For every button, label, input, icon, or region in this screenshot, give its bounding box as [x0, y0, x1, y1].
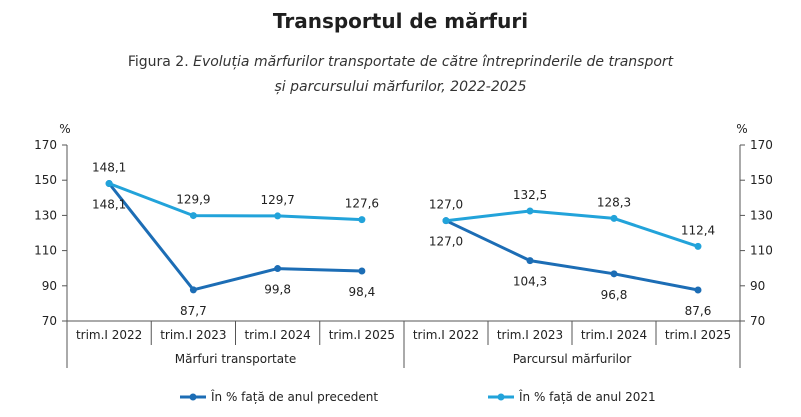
data-label: 127,6	[345, 197, 379, 211]
data-label: 104,3	[513, 275, 547, 289]
y-tick-label-left: 70	[42, 314, 57, 328]
y-tick-label-right: 90	[750, 279, 765, 293]
data-point	[526, 207, 534, 215]
data-label: 99,8	[264, 283, 291, 297]
data-point	[442, 217, 450, 225]
data-point	[189, 212, 197, 220]
figure-caption-line1: Figura 2. Evoluția mărfurilor transporta…	[0, 50, 801, 75]
data-point	[610, 270, 618, 278]
data-label: 127,0	[429, 235, 463, 249]
data-label: 87,6	[685, 304, 712, 318]
series-line-prev-year	[107, 182, 362, 292]
y-tick-label-right: 170	[750, 138, 773, 152]
data-label: 127,0	[429, 198, 463, 212]
data-label: 148,1	[92, 161, 126, 175]
data-label: 96,8	[601, 288, 628, 302]
data-label: 112,4	[681, 223, 715, 237]
data-label: 132,5	[513, 188, 547, 202]
y-unit-right: %	[736, 122, 747, 136]
data-label: 87,7	[180, 304, 207, 318]
x-tick-label: trim.I 2024	[244, 328, 310, 342]
legend-label: În % față de anul 2021	[518, 389, 656, 404]
data-point	[610, 214, 618, 222]
y-tick-label-left: 150	[34, 173, 57, 187]
y-tick-label-left: 170	[34, 138, 57, 152]
data-label: 148,1	[92, 198, 126, 212]
legend-marker	[497, 393, 505, 401]
data-point	[358, 216, 366, 224]
series-line-prev-year	[445, 219, 699, 292]
y-tick-label-left: 110	[34, 244, 57, 258]
x-tick-label: trim.I 2022	[413, 328, 479, 342]
page-title: Transportul de mărfuri	[272, 9, 529, 33]
data-label: 98,4	[349, 285, 376, 299]
group-label: Mărfuri transportate	[175, 352, 296, 366]
data-point	[358, 267, 366, 275]
y-tick-label-right: 110	[750, 244, 773, 258]
x-tick-label: trim.I 2025	[665, 328, 731, 342]
figure-label: Figura 2.	[127, 54, 189, 70]
data-point	[694, 242, 702, 250]
x-tick-label: trim.I 2024	[581, 328, 647, 342]
y-tick-label-left: 90	[42, 279, 57, 293]
figure-caption: Figura 2. Evoluția mărfurilor transporta…	[0, 50, 801, 100]
data-label: 129,7	[260, 193, 294, 207]
series-line-vs-2021	[108, 182, 362, 222]
data-point	[105, 180, 113, 188]
data-point	[189, 286, 197, 294]
data-point	[274, 265, 282, 273]
y-tick-label-left: 130	[34, 208, 57, 222]
y-tick-label-right: 130	[750, 208, 773, 222]
x-tick-label: trim.I 2025	[329, 328, 395, 342]
figure-title-line1: Evoluția mărfurilor transportate de cătr…	[193, 54, 674, 70]
series-line-vs-2021	[445, 209, 699, 248]
x-tick-label: trim.I 2022	[76, 328, 142, 342]
data-point	[694, 286, 702, 294]
y-tick-label-right: 70	[750, 314, 765, 328]
legend-label: În % față de anul precedent	[210, 389, 378, 404]
data-point	[274, 212, 282, 220]
data-label: 129,9	[176, 193, 210, 207]
y-tick-label-right: 150	[750, 173, 773, 187]
x-tick-label: trim.I 2023	[497, 328, 563, 342]
data-point	[526, 257, 534, 265]
y-unit-left: %	[59, 122, 70, 136]
figure-title-line2: și parcursului mărfurilor, 2022-2025	[274, 79, 527, 95]
legend-marker	[189, 393, 197, 401]
group-label: Parcursul mărfurilor	[513, 352, 632, 366]
data-label: 128,3	[597, 195, 631, 209]
x-tick-label: trim.I 2023	[160, 328, 226, 342]
